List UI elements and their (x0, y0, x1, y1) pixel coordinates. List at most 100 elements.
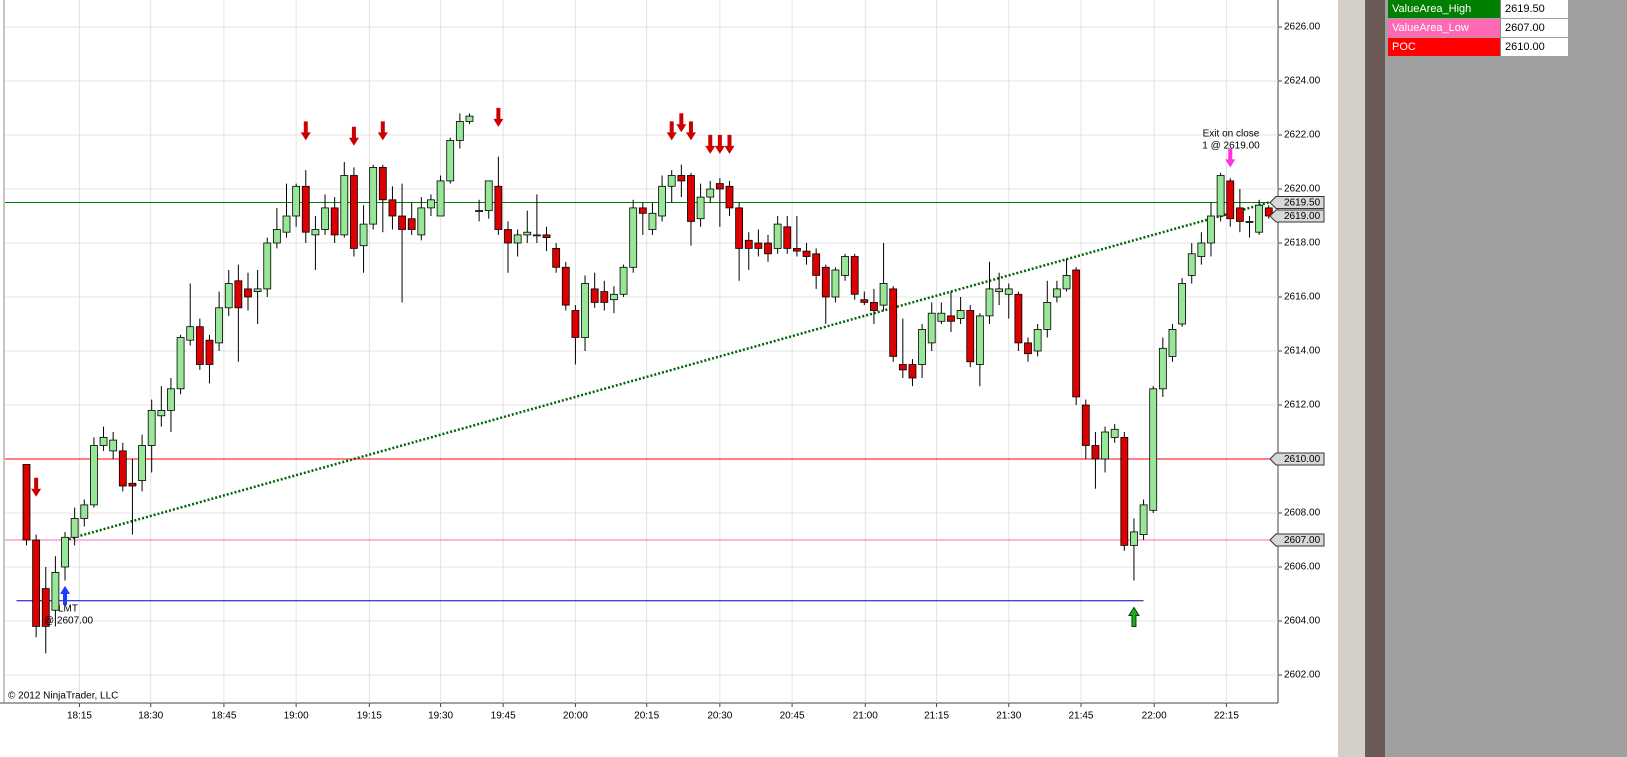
level-price-box-label: 2610.00 (1284, 454, 1321, 465)
x-tick-label: 21:15 (924, 711, 949, 722)
candle-up (1178, 283, 1186, 325)
candle-up (667, 175, 676, 187)
candle-up (157, 409, 166, 417)
x-tick-label: 19:00 (284, 711, 309, 722)
candle-down (735, 207, 744, 249)
candle-up (436, 180, 445, 217)
candle-down (850, 256, 859, 295)
candle-down (947, 315, 955, 322)
y-tick-label: 2624.00 (1284, 76, 1321, 87)
candle-up (465, 115, 474, 122)
candle-down (1226, 180, 1235, 220)
candle-up (186, 326, 195, 341)
candle-up (1197, 242, 1206, 257)
candle-down (600, 291, 609, 303)
candle-down (870, 301, 878, 311)
candle-up (1168, 328, 1177, 357)
y-tick-label: 2618.00 (1284, 238, 1321, 249)
candle-up (167, 388, 175, 411)
candle-up (311, 229, 320, 236)
candle-up (581, 283, 589, 338)
y-tick-label: 2606.00 (1284, 562, 1321, 573)
candle-up (696, 196, 705, 220)
candle-up (1033, 328, 1042, 352)
candle-up (359, 223, 368, 247)
signal-arrow (676, 113, 687, 133)
candle-down (638, 207, 647, 214)
entry-text: @ 2607.00 (44, 616, 94, 627)
signal-arrow (348, 126, 359, 146)
x-tick-label: 20:30 (707, 711, 732, 722)
candle-up (658, 185, 666, 217)
value-cell: 2607.00 (1501, 19, 1568, 37)
candle-up (1187, 253, 1196, 276)
candle-up (1062, 274, 1071, 290)
candle-up (513, 234, 522, 244)
candle-up (1216, 175, 1225, 217)
candle-down (542, 234, 551, 238)
candle-down (802, 250, 811, 257)
candle-up (484, 180, 493, 211)
signal-arrow (60, 585, 71, 605)
y-tick-label: 2604.00 (1284, 616, 1321, 627)
y-tick-label: 2608.00 (1284, 508, 1321, 519)
candle-down (234, 280, 243, 309)
y-tick-label: 2622.00 (1284, 130, 1321, 141)
candle-up (918, 328, 926, 365)
candle-up (1004, 288, 1013, 295)
candle-down (821, 266, 830, 298)
candle-up (1053, 288, 1061, 298)
candle-down (898, 364, 907, 371)
candle-down (388, 199, 397, 217)
y-tick-label: 2620.00 (1284, 184, 1321, 195)
candle-down (118, 450, 127, 487)
x-tick-label: 19:15 (357, 711, 382, 722)
candle-down (407, 218, 416, 230)
candle-up (417, 207, 426, 236)
candle-up (523, 231, 532, 236)
candle-up (321, 207, 329, 230)
x-tick-label: 18:30 (138, 711, 163, 722)
name-cell: ValueArea_Low (1388, 19, 1501, 37)
candle-up (610, 293, 618, 301)
candle-up (1158, 347, 1167, 390)
candle-down (1014, 293, 1023, 344)
candle-up (70, 518, 79, 538)
x-tick-label: 19:30 (428, 711, 453, 722)
candle-up (224, 283, 233, 309)
candle-down (205, 339, 214, 365)
level-price-box (1269, 533, 1325, 547)
candle-up (340, 175, 349, 236)
signal-arrow (300, 121, 311, 141)
candle-down (494, 185, 503, 230)
candle-up (215, 307, 224, 344)
candle-down (590, 288, 599, 303)
y-tick-label: 2602.00 (1284, 670, 1321, 681)
candle-down (41, 588, 50, 627)
candle-up (253, 288, 262, 292)
candle-down (744, 239, 753, 249)
candle-up (1110, 428, 1119, 438)
level-price-box (1269, 196, 1325, 209)
candle-up (90, 445, 98, 506)
candle-down (561, 266, 570, 306)
x-tick-label: 22:00 (1142, 711, 1167, 722)
candle-up (369, 166, 378, 225)
candle-down (195, 326, 204, 365)
scroll-strip (1365, 0, 1385, 757)
candle-down (860, 299, 869, 303)
value-table: ValueArea_High 2619.50 ValueArea_Low 2607.0… (1388, 0, 1568, 57)
x-tick-label: 20:15 (634, 711, 659, 722)
candle-down (330, 207, 339, 236)
candle-up (706, 188, 715, 198)
candle-down (677, 175, 686, 182)
y-tick-label: 2614.00 (1284, 346, 1321, 357)
candle-up (138, 445, 146, 481)
x-tick-label: 22:15 (1214, 711, 1239, 722)
y-tick-label: 2612.00 (1284, 400, 1321, 411)
signal-arrow (714, 134, 725, 154)
candle-up (985, 288, 994, 317)
candle-up (61, 536, 69, 568)
candle-up (1149, 388, 1158, 511)
